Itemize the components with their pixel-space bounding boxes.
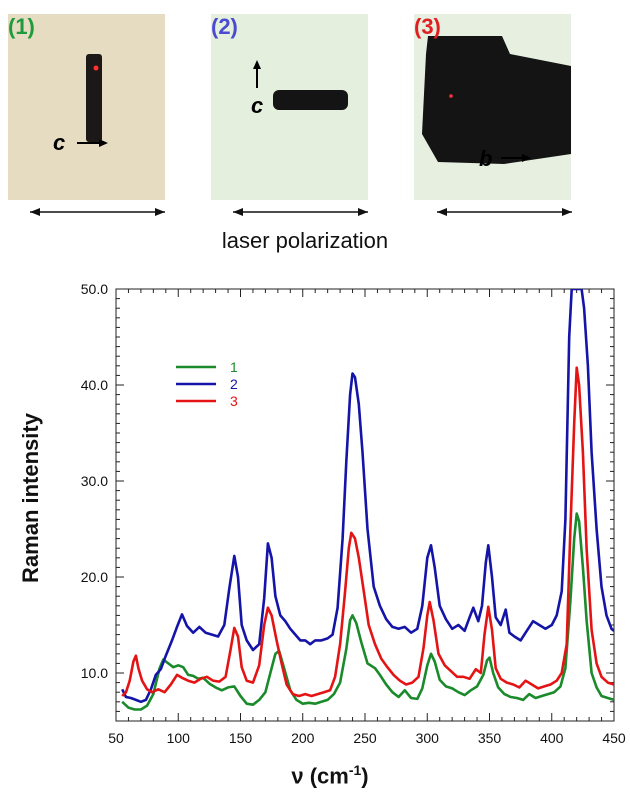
x-tick-label: 100 (167, 730, 191, 746)
x-axis-title-suffix: ) (361, 763, 369, 789)
x-tick-label: 300 (416, 730, 440, 746)
x-tick-label: 350 (478, 730, 502, 746)
crystal-photo-2 (211, 14, 368, 200)
photo-2-axis-arrow-head (253, 60, 261, 69)
polarization-arrowhead-left-2 (233, 208, 243, 216)
x-axis-title-exponent: -1 (348, 762, 362, 778)
y-tick-label: 20.0 (81, 569, 108, 585)
laser-polarization-caption: laser polarization (221, 228, 389, 253)
photo-2-axis-label: c (251, 93, 263, 118)
x-tick-label: 200 (291, 730, 315, 746)
x-axis-title: ν (cm-1) (230, 762, 430, 789)
photo-1-label: (1) (8, 14, 35, 39)
series-line-2 (121, 289, 614, 704)
series-line-3 (121, 366, 614, 698)
photo-3-label: (3) (414, 14, 441, 39)
x-axis-title-prefix: ν (cm (291, 763, 349, 789)
photo-1-axis-arrow-head (99, 139, 108, 147)
polarization-arrowhead-left-3 (437, 208, 447, 216)
x-tick-label: 400 (540, 730, 564, 746)
photo-2-label: (2) (211, 14, 238, 39)
legend-label-1: 1 (230, 359, 238, 375)
crystal-photo-3 (414, 14, 571, 200)
x-tick-label: 250 (353, 730, 377, 746)
x-tick-label: 50 (108, 730, 124, 746)
polarization-arrowhead-left-1 (30, 208, 40, 216)
y-axis-title: Raman intensity (18, 413, 43, 583)
photo-3-axis-arrow-head (522, 154, 531, 162)
polarization-arrowhead-right-1 (155, 208, 165, 216)
y-tick-label: 30.0 (81, 473, 108, 489)
photo-1-axis-label: c (53, 130, 65, 155)
y-tick-label: 10.0 (81, 665, 108, 681)
crystal-photo-1 (8, 14, 165, 200)
x-tick-label: 150 (229, 730, 253, 746)
legend-label-3: 3 (230, 393, 238, 409)
y-tick-label: 40.0 (81, 377, 108, 393)
x-tick-label: 450 (602, 730, 626, 746)
photo-3-axis-label: b (479, 146, 492, 171)
legend-label-2: 2 (230, 376, 238, 392)
polarization-arrowhead-right-2 (358, 208, 368, 216)
y-tick-label: 50.0 (81, 281, 108, 297)
polarization-arrowhead-right-3 (562, 208, 572, 216)
